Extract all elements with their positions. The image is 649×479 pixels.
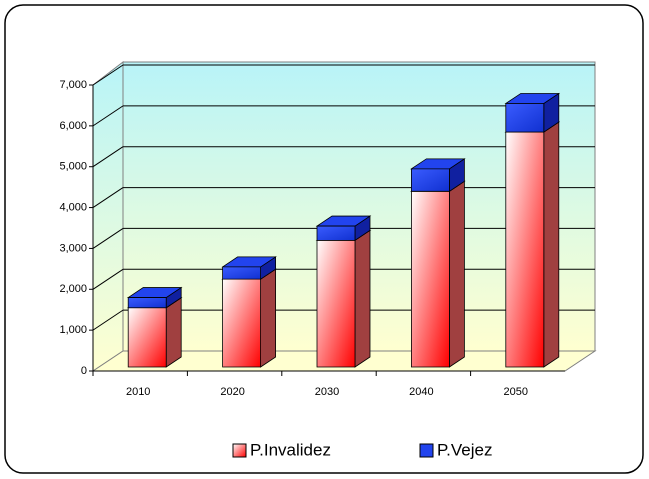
legend-swatch [419,443,434,458]
grid-line [92,146,124,168]
legend-label: P.Invalidez [250,440,331,459]
y-tick-label: 3,000 [59,242,87,254]
y-tick-label: 2,000 [59,283,87,295]
bar-face [505,131,545,368]
bar [126,286,183,309]
x-tick-label: 2040 [409,386,433,398]
bar-face [316,239,356,368]
bar-face [165,297,182,368]
bar-face [410,190,450,368]
y-tick-label: 7,000 [59,79,87,91]
bar [504,92,561,133]
y-tick-label: 4,000 [59,201,87,213]
y-tick-label: 0 [81,365,87,377]
grid-line [92,309,124,331]
bar-face [127,307,167,368]
bar-face [410,168,450,192]
bar [315,229,372,368]
y-tick-label: 6,000 [59,120,87,132]
grid-line [92,228,124,249]
bar [504,121,561,368]
x-tick-label: 2020 [220,386,244,398]
x-tick-label: 2030 [315,386,339,398]
bar-face [222,266,262,280]
grid-line [92,64,124,86]
bar-face [448,180,465,368]
x-tick-label: 2010 [126,386,150,398]
grid-line [92,268,124,290]
bar-face [354,229,371,368]
bar-face [505,103,545,133]
y-tick-label: 5,000 [59,161,87,173]
bar [315,215,372,242]
bar-face [543,121,560,368]
bar-face [222,278,262,368]
grid-line [92,187,124,208]
bar [410,158,466,193]
legend-label: P.Vejez [437,440,492,459]
bar [221,268,277,368]
bar [410,180,466,368]
legend-swatch [232,443,247,458]
grid-line [92,105,124,127]
bar-face [260,268,277,368]
y-tick-label: 1,000 [59,324,87,336]
bar-face [316,225,356,241]
bar-face [127,297,167,309]
x-tick-label: 2050 [504,386,528,398]
bar [221,256,277,280]
